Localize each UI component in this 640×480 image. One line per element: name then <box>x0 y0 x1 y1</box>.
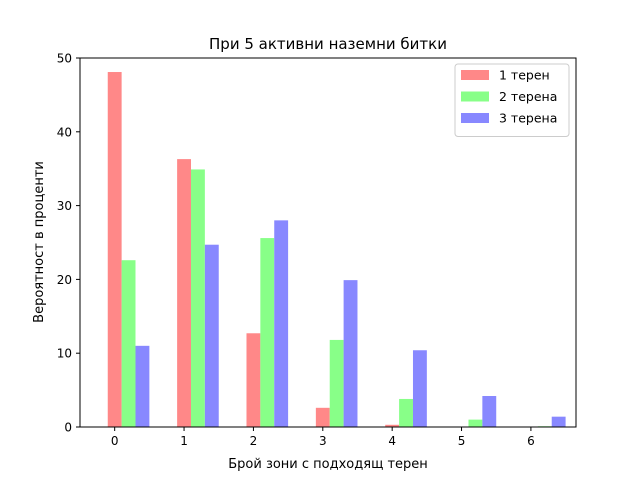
x-tick-label: 6 <box>527 434 535 448</box>
bar-series-2-category-1 <box>190 169 205 427</box>
bar-series-2-category-5 <box>468 419 483 427</box>
bar-series-1-category-1 <box>177 159 191 428</box>
y-tick-label: 40 <box>57 125 72 139</box>
chart-title: При 5 активни наземни битки <box>209 35 447 53</box>
y-axis: 0 10 20 30 40 50 <box>57 52 80 435</box>
bar-series-3-category-3 <box>343 280 358 427</box>
legend: 1 терен 2 терена 3 терена <box>454 63 570 137</box>
bar-series-3-category-4 <box>412 350 427 427</box>
legend-swatch <box>461 70 489 80</box>
bar-series-3-category-1 <box>204 244 219 427</box>
legend-label: 2 терена <box>499 89 557 104</box>
bar-series-2-category-0 <box>121 260 136 427</box>
y-tick-label: 10 <box>57 347 72 361</box>
y-tick-label: 20 <box>57 273 72 287</box>
bars-group <box>107 72 566 428</box>
x-axis: 0 1 2 3 4 5 6 <box>111 427 535 448</box>
x-tick-label: 2 <box>250 434 258 448</box>
legend-label: 1 терен <box>499 68 550 83</box>
plot-frame <box>79 57 577 428</box>
x-axis-label: Брой зони с подходящ терен <box>228 457 428 472</box>
bar-series-3-category-2 <box>274 220 289 427</box>
bar-series-3-category-0 <box>135 345 150 427</box>
y-axis-label: Вероятност в проценти <box>32 161 47 323</box>
x-tick-label: 1 <box>180 434 188 448</box>
y-tick-label: 50 <box>57 52 72 66</box>
legend-swatch <box>461 113 489 123</box>
bar-series-3-category-6 <box>551 416 566 427</box>
bar-series-3-category-5 <box>482 396 497 427</box>
bar-series-1-category-4 <box>385 424 400 427</box>
x-tick-label: 4 <box>388 434 396 448</box>
y-tick-label: 0 <box>64 421 72 435</box>
x-tick-label: 0 <box>111 434 119 448</box>
x-tick-label: 5 <box>458 434 466 448</box>
y-tick-label: 30 <box>57 199 72 213</box>
legend-label: 3 терена <box>499 111 557 126</box>
bar-series-1-category-0 <box>107 72 122 428</box>
bar-series-1-category-2 <box>246 333 261 427</box>
bar-series-2-category-2 <box>260 238 275 427</box>
legend-swatch <box>461 91 489 102</box>
bar-series-2-category-3 <box>329 339 344 427</box>
x-tick-label: 3 <box>319 434 327 448</box>
bar-series-1-category-3 <box>315 407 330 427</box>
bar-series-2-category-4 <box>399 398 413 427</box>
